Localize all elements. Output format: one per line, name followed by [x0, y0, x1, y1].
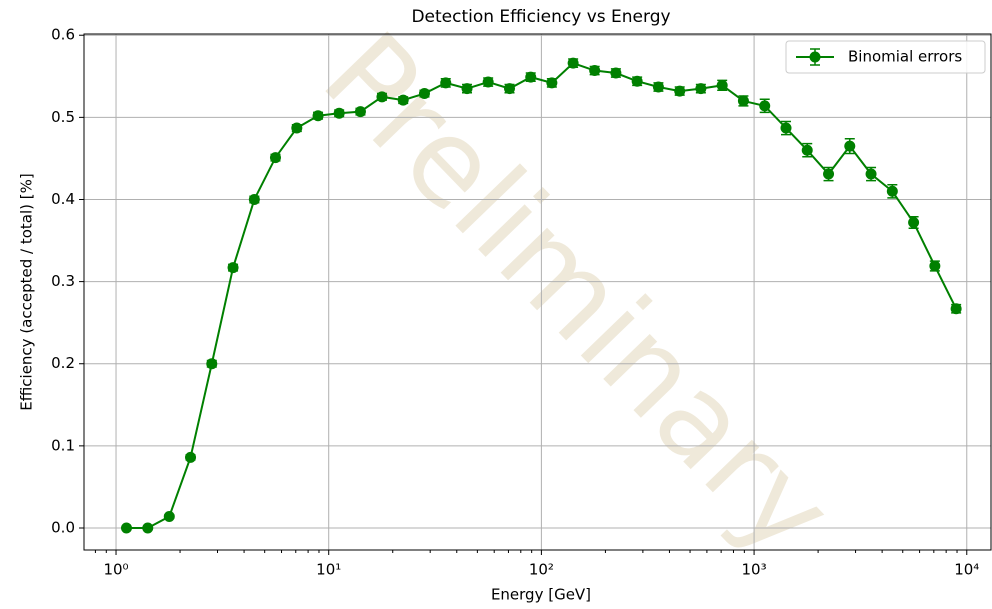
marker	[652, 81, 664, 93]
marker	[461, 83, 473, 95]
marker	[631, 75, 643, 87]
x-tick-label: 10⁴	[954, 561, 979, 579]
marker	[610, 67, 622, 79]
marker	[823, 168, 835, 180]
marker	[801, 144, 813, 156]
x-tick-label: 10²	[529, 561, 554, 579]
marker	[333, 107, 345, 119]
marker	[504, 83, 516, 95]
legend-marker	[809, 51, 821, 63]
legend-label: Binomial errors	[848, 48, 962, 66]
marker	[567, 57, 579, 69]
marker	[163, 510, 175, 522]
marker	[780, 122, 792, 134]
marker	[120, 522, 132, 534]
marker	[482, 76, 494, 88]
marker	[844, 140, 856, 152]
marker	[716, 79, 728, 91]
marker	[737, 95, 749, 107]
marker	[269, 152, 281, 164]
marker	[674, 85, 686, 97]
marker	[142, 522, 154, 534]
y-tick-label: 0.3	[51, 272, 75, 290]
x-axis-label: Energy [GeV]	[491, 586, 591, 604]
marker	[248, 193, 260, 205]
marker	[312, 110, 324, 122]
marker	[929, 260, 941, 272]
x-tick-label: 10⁰	[103, 561, 128, 579]
marker	[206, 358, 218, 370]
y-tick-label: 0.5	[51, 108, 75, 126]
plot-frame	[83, 33, 992, 551]
y-tick-label: 0.6	[51, 26, 75, 44]
marker	[185, 451, 197, 463]
marker	[354, 106, 366, 118]
marker	[525, 71, 537, 83]
marker	[440, 77, 452, 89]
chart-title: Detection Efficiency vs Energy	[411, 7, 670, 27]
y-tick-label: 0.0	[51, 518, 75, 536]
marker	[418, 88, 430, 100]
marker	[759, 100, 771, 112]
series	[120, 57, 962, 534]
marker	[695, 83, 707, 95]
marker	[865, 168, 877, 180]
y-axis-label: Efficiency (accepted / total) [%]	[18, 173, 36, 410]
x-tick-label: 10¹	[316, 561, 341, 579]
marker	[376, 91, 388, 103]
marker	[950, 303, 962, 315]
y-tick-label: 0.2	[51, 354, 75, 372]
series-line	[126, 62, 958, 529]
marker	[908, 216, 920, 228]
y-tick-label: 0.4	[51, 190, 75, 208]
x-tick-label: 10³	[742, 561, 767, 579]
marker	[546, 77, 558, 89]
y-tick-label: 0.1	[51, 436, 75, 454]
legend-box	[785, 40, 986, 74]
marker	[227, 262, 239, 274]
marker	[589, 65, 601, 77]
marker	[291, 122, 303, 134]
marker	[886, 185, 898, 197]
marker	[397, 94, 409, 106]
